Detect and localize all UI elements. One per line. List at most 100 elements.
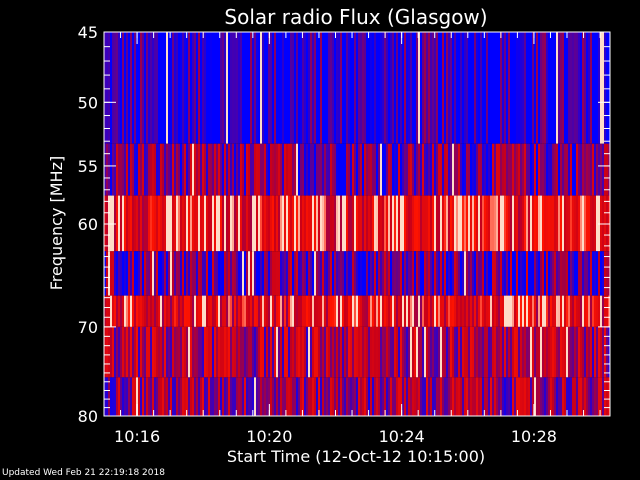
heatmap-cell xyxy=(214,143,217,196)
heatmap-cell xyxy=(372,251,375,296)
heatmap-cell xyxy=(352,32,355,144)
heatmap-cell xyxy=(440,143,443,196)
heatmap-cell xyxy=(500,195,503,252)
heatmap-cell xyxy=(266,326,269,378)
heatmap-cell xyxy=(492,32,495,144)
heatmap-cell xyxy=(246,32,249,144)
heatmap-cell xyxy=(256,143,259,196)
heatmap-cell xyxy=(222,377,225,416)
heatmap-cell xyxy=(540,326,543,378)
heatmap-cell xyxy=(408,377,411,416)
heatmap-cell xyxy=(328,143,331,196)
heatmap-cell xyxy=(402,251,405,296)
heatmap-cell xyxy=(350,377,353,416)
heatmap-cell xyxy=(568,295,571,327)
heatmap-cell xyxy=(432,326,435,378)
heatmap-cell xyxy=(294,326,297,378)
heatmap-cell xyxy=(508,377,511,416)
heatmap-cell xyxy=(506,32,509,144)
heatmap-cell xyxy=(160,195,163,252)
heatmap-cell xyxy=(190,295,193,327)
heatmap-cell xyxy=(174,195,177,252)
heatmap-cell xyxy=(220,251,223,296)
heatmap-cell xyxy=(444,195,447,252)
heatmap-cell xyxy=(558,377,561,416)
heatmap-cell xyxy=(430,251,433,296)
heatmap-cell xyxy=(134,32,137,144)
heatmap-cell xyxy=(550,32,553,144)
heatmap-cell xyxy=(504,326,507,378)
heatmap-cell xyxy=(162,143,165,196)
heatmap-cell xyxy=(578,251,581,296)
heatmap-cell xyxy=(230,195,233,252)
heatmap-cell xyxy=(288,377,291,416)
heatmap-cell xyxy=(202,377,205,416)
heatmap-cell xyxy=(276,295,279,327)
heatmap-cell xyxy=(370,377,373,416)
heatmap-cell xyxy=(252,377,255,416)
heatmap-cell xyxy=(602,326,605,378)
heatmap-cell xyxy=(304,377,307,416)
heatmap-cell xyxy=(436,377,439,416)
heatmap-cell xyxy=(328,195,331,252)
heatmap-cell xyxy=(274,32,277,144)
heatmap-cell xyxy=(376,195,379,252)
heatmap-cell xyxy=(284,143,287,196)
heatmap-cell xyxy=(232,377,235,416)
heatmap-cell xyxy=(394,143,397,196)
heatmap-cell xyxy=(384,251,387,296)
heatmap-cell xyxy=(482,32,485,144)
heatmap-cell xyxy=(298,377,301,416)
heatmap-cell xyxy=(158,32,161,144)
heatmap-cell xyxy=(404,32,407,144)
heatmap-cell xyxy=(574,377,577,416)
heatmap-cell xyxy=(238,326,241,378)
heatmap-cell xyxy=(106,326,109,378)
heatmap-cell xyxy=(342,251,345,296)
heatmap-cell xyxy=(312,143,315,196)
heatmap-cell xyxy=(538,143,541,196)
heatmap-cell xyxy=(486,377,489,416)
heatmap-cell xyxy=(580,251,583,296)
heatmap-cell xyxy=(506,251,509,296)
heatmap-cell xyxy=(384,377,387,416)
heatmap-cell xyxy=(296,326,299,378)
heatmap-cell xyxy=(106,377,109,416)
heatmap-cell xyxy=(598,295,601,327)
heatmap-cell xyxy=(122,326,125,378)
heatmap-cell xyxy=(392,326,395,378)
heatmap-cell xyxy=(370,326,373,378)
heatmap-cell xyxy=(168,295,171,327)
heatmap-cell xyxy=(288,326,291,378)
heatmap-cell xyxy=(274,195,277,252)
heatmap-cell xyxy=(584,195,587,252)
heatmap-cell xyxy=(376,377,379,416)
heatmap-cell xyxy=(352,326,355,378)
heatmap-cell xyxy=(416,143,419,196)
heatmap-cell xyxy=(522,195,525,252)
heatmap-cell xyxy=(354,295,357,327)
heatmap-cell xyxy=(410,377,413,416)
heatmap-cell xyxy=(196,326,199,378)
heatmap-cell xyxy=(456,326,459,378)
heatmap-cell xyxy=(396,295,399,327)
heatmap-cell xyxy=(570,377,573,416)
heatmap-cell xyxy=(548,251,551,296)
heatmap-cell xyxy=(296,251,299,296)
heatmap-cell xyxy=(402,32,405,144)
y-tick-label: 50 xyxy=(78,93,98,112)
heatmap-cell xyxy=(546,32,549,144)
heatmap-cell xyxy=(300,32,303,144)
heatmap-cell xyxy=(538,195,541,252)
heatmap-cell xyxy=(198,251,201,296)
heatmap-cell xyxy=(172,251,175,296)
heatmap-cell xyxy=(232,143,235,196)
heatmap-cell xyxy=(218,32,221,144)
heatmap-cell xyxy=(198,143,201,196)
heatmap-cell xyxy=(272,195,275,252)
heatmap-cell xyxy=(178,195,181,252)
heatmap-cell xyxy=(406,326,409,378)
heatmap-cell xyxy=(318,326,321,378)
heatmap-cell xyxy=(586,377,589,416)
heatmap-cell xyxy=(136,326,139,378)
